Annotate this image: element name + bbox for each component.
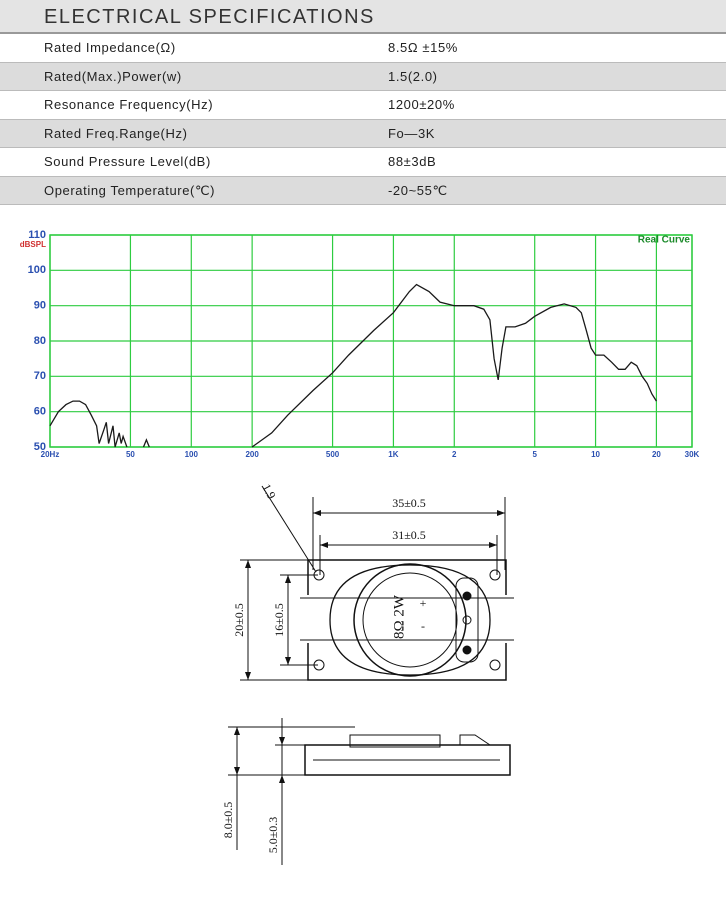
spec-value: 8.5Ω ±15% bbox=[388, 40, 458, 55]
plot-frame bbox=[49, 234, 693, 448]
x-tick-label: 2 bbox=[452, 450, 457, 459]
y-tick-label: 70 bbox=[34, 370, 46, 382]
y-tick-label: 80 bbox=[34, 335, 46, 347]
dim-label: 16±0.5 bbox=[272, 603, 286, 637]
y-tick-label: 110 bbox=[28, 229, 46, 241]
x-tick-label: 500 bbox=[326, 450, 340, 459]
x-tick-label: 50 bbox=[126, 450, 135, 459]
dim-label: 31±0.5 bbox=[392, 528, 426, 542]
spec-row: Rated Freq.Range(Hz) Fo—3K bbox=[0, 119, 726, 148]
spec-name: Rated Impedance(Ω) bbox=[44, 40, 176, 55]
spec-row: Rated Impedance(Ω) 8.5Ω ±15% bbox=[0, 34, 726, 63]
y-tick-label: 50 bbox=[34, 441, 46, 453]
spec-name: Rated Freq.Range(Hz) bbox=[44, 125, 188, 141]
dim-label: 20±0.5 bbox=[232, 603, 246, 637]
dim-label: 1.9 bbox=[259, 482, 278, 502]
spec-value: Fo—3K bbox=[388, 125, 436, 141]
spec-value: 1200±20% bbox=[388, 97, 455, 112]
dim-label: 5.0±0.3 bbox=[266, 817, 280, 854]
legend-text: Real Curve bbox=[638, 235, 691, 246]
y-axis-label: dBSPL bbox=[20, 240, 46, 249]
response-curve bbox=[49, 283, 657, 448]
dim-label: 35±0.5 bbox=[392, 496, 426, 510]
dimension-drawing bbox=[228, 485, 514, 865]
spec-table: ELECTRICAL SPECIFICATIONS Rated Impedanc… bbox=[0, 0, 726, 205]
polarity-label: - bbox=[421, 619, 425, 633]
y-tick-label: 90 bbox=[34, 300, 46, 312]
rating-label: 8Ω 2W bbox=[391, 594, 407, 639]
dim-label: 8.0±0.5 bbox=[221, 802, 235, 839]
spec-name: Resonance Frequency(Hz) bbox=[44, 97, 214, 112]
x-tick-label: 200 bbox=[245, 450, 259, 459]
x-tick-label: 10 bbox=[591, 450, 600, 459]
y-tick-label: 60 bbox=[34, 406, 46, 418]
spec-value: 1.5(2.0) bbox=[388, 68, 438, 84]
table-title: ELECTRICAL SPECIFICATIONS bbox=[0, 0, 726, 34]
x-tick-label: 20 bbox=[652, 450, 661, 459]
spec-row: Resonance Frequency(Hz) 1200±20% bbox=[0, 91, 726, 120]
y-tick-label: 100 bbox=[28, 264, 46, 276]
spec-name: Sound Pressure Level(dB) bbox=[44, 154, 211, 169]
spec-row: Operating Temperature(℃) -20~55℃ bbox=[0, 176, 726, 205]
x-tick-label: 5 bbox=[532, 450, 537, 459]
polarity-label: + bbox=[420, 596, 427, 610]
x-tick-label: 30K bbox=[685, 450, 700, 459]
spec-row: Rated(Max.)Power(w) 1.5(2.0) bbox=[0, 62, 726, 91]
spec-name: Operating Temperature(℃) bbox=[44, 182, 216, 198]
x-tick-label: 100 bbox=[185, 450, 199, 459]
x-tick-label: 20Hz bbox=[41, 450, 60, 459]
x-tick-label: 1K bbox=[388, 450, 398, 459]
spec-value: 88±3dB bbox=[388, 154, 437, 169]
spec-name: Rated(Max.)Power(w) bbox=[44, 68, 182, 84]
spec-value: -20~55℃ bbox=[388, 182, 448, 198]
spec-row: Sound Pressure Level(dB) 88±3dB bbox=[0, 148, 726, 177]
